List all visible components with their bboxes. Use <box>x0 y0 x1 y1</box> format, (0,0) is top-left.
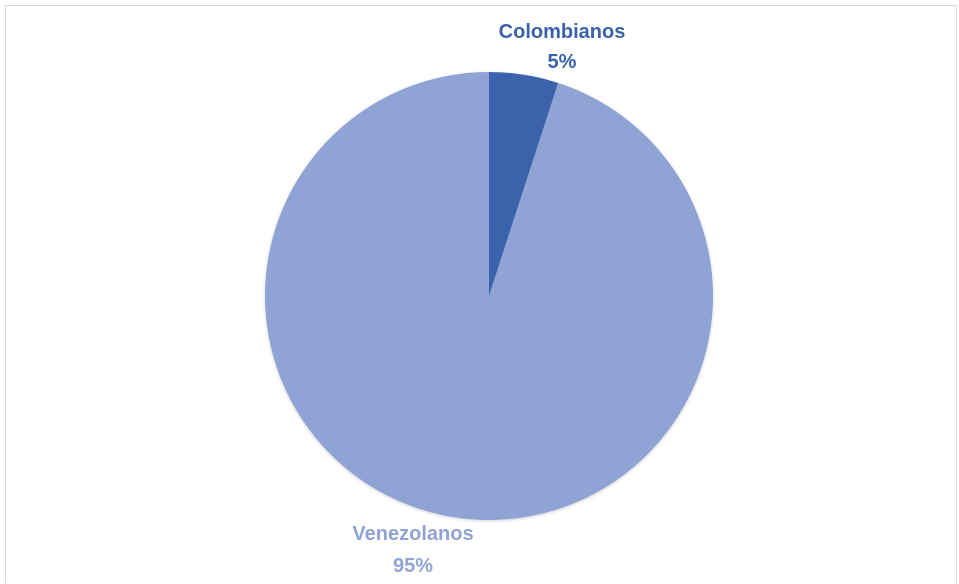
slice-label-venezolanos: Venezolanos <box>352 523 473 545</box>
pie-slice-venezolanos <box>265 72 714 521</box>
pie-labels: Colombianos 5% Venezolanos 95% <box>352 21 625 577</box>
pie-slice-colombianos <box>489 72 559 296</box>
slice-value-venezolanos: 95% <box>393 555 433 577</box>
pie-slices <box>265 72 714 521</box>
slice-label-colombianos: Colombianos <box>499 21 626 43</box>
slice-value-colombianos: 5% <box>548 51 577 73</box>
